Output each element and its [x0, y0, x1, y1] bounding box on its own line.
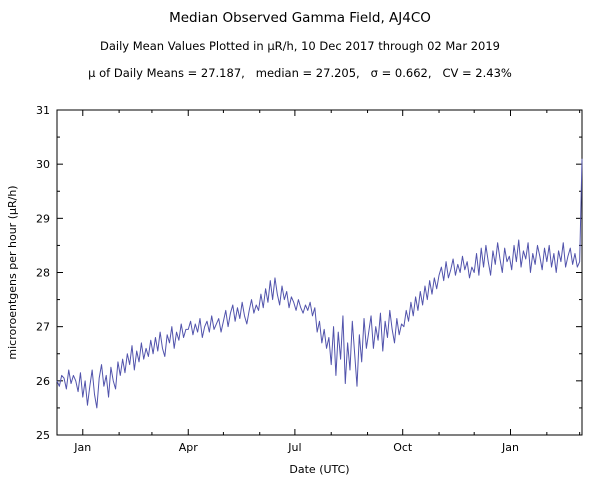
x-tick-label: Jul	[287, 441, 301, 454]
chart-subtitle: Daily Mean Values Plotted in μR/h, 10 De…	[100, 39, 500, 53]
y-tick-label: 29	[36, 212, 50, 225]
plot-frame	[56, 109, 583, 436]
y-axis-label: microroentgens per hour (μR/h)	[6, 185, 19, 359]
chart-title: Median Observed Gamma Field, AJ4CO	[169, 10, 431, 26]
y-tick-label: 28	[36, 267, 50, 280]
chart-stats-line: μ of Daily Means = 27.187, median = 27.2…	[88, 66, 512, 80]
x-tick-label: Oct	[393, 441, 413, 454]
y-tick-label: 31	[36, 104, 50, 117]
y-tick-label: 26	[36, 375, 50, 388]
x-axis-label: Date (UTC)	[289, 463, 349, 476]
x-tick-label: Jan	[73, 441, 91, 454]
y-tick-label: 27	[36, 321, 50, 334]
y-tick-label: 25	[36, 429, 50, 442]
x-tick-label: Jan	[501, 441, 519, 454]
y-tick-label: 30	[36, 158, 50, 171]
x-tick-label: Apr	[179, 441, 199, 454]
data-series-line	[56, 158, 583, 409]
